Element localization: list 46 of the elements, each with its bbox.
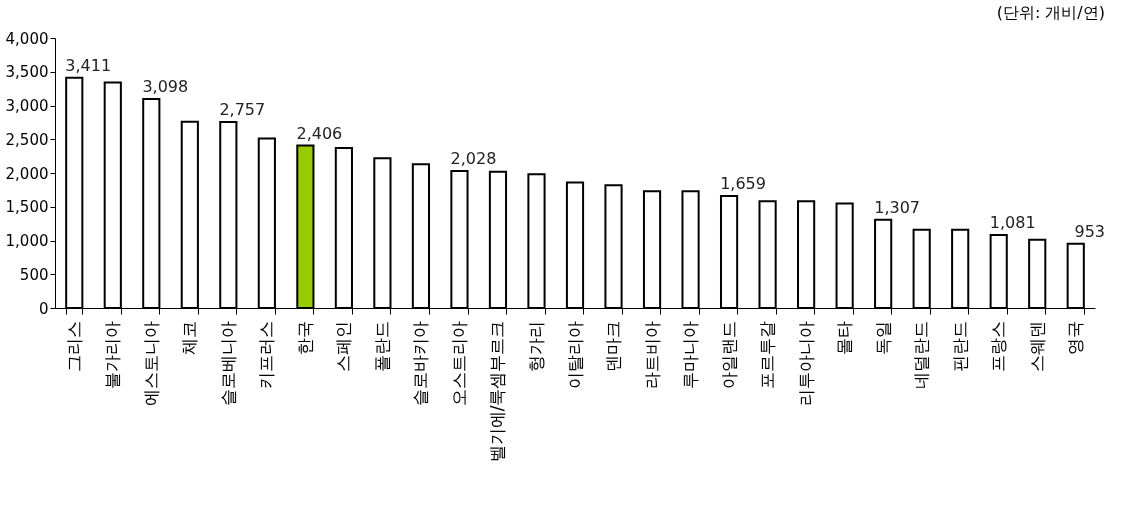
x-tick-label: 에스토니아	[140, 320, 161, 406]
x-tick-label: 불가리아	[102, 320, 123, 389]
x-tick-label: 네덜란드	[911, 320, 932, 389]
text: (단위: 개비/연)	[996, 3, 1106, 22]
y-tick-label: 2,000	[5, 164, 49, 183]
y-tick-label: 2,500	[5, 130, 49, 149]
y-tick-label: 3,500	[5, 63, 49, 82]
x-tick-label: 아일랜드	[718, 320, 739, 389]
x-tick-label: 덴마크	[603, 320, 624, 372]
x-tick-label: 슬로바키아	[410, 320, 431, 406]
x-tick-label: 포르투갈	[757, 320, 778, 389]
x-tick-label: 슬로베니아	[217, 320, 238, 406]
data-label: 2,757	[219, 99, 266, 119]
x-tick-label: 키프러스	[256, 320, 277, 389]
data-label: 3,411	[65, 55, 112, 75]
data-label: 953	[1074, 221, 1106, 241]
x-tick-label: 벨기에/룩셈부르크	[487, 320, 508, 463]
y-tick-label: 3,000	[5, 97, 49, 115]
y-tick-label: 500	[19, 265, 49, 284]
x-tick-label: 리투아니아	[795, 320, 816, 406]
x-tick-label: 그리스	[63, 320, 84, 372]
data-label: 2,406	[296, 123, 343, 143]
y-tick-label: 1,500	[5, 198, 49, 217]
y-tick-label: 1,000	[5, 232, 49, 250]
x-tick-label: 핀란드	[949, 320, 970, 372]
x-tick-label: 프랑스	[988, 320, 1009, 372]
data-label: 1,081	[989, 213, 1036, 233]
data-label: 1,307	[874, 197, 921, 217]
x-tick-label: 오스트리아	[448, 320, 469, 406]
x-tick-label: 라트비아	[641, 320, 662, 389]
x-tick-label: 영국	[1065, 320, 1086, 355]
x-tick-label: 폴란드	[371, 320, 392, 372]
x-tick-label: 독일	[872, 320, 893, 355]
x-tick-label: 스웨덴	[1026, 320, 1047, 372]
x-tick-label: 루마니아	[680, 320, 701, 389]
x-tick-label: 몰타	[834, 320, 855, 355]
data-label: 2,028	[450, 149, 497, 169]
x-tick-label: 스페인	[333, 320, 354, 372]
data-label: 1,659	[720, 174, 766, 194]
x-tick-label: 체코	[179, 320, 200, 355]
x-tick-label: 한국	[294, 320, 315, 355]
x-tick-label: 이탈리아	[564, 320, 585, 389]
y-tick-label: 0	[38, 299, 49, 318]
x-tick-label: 헝가리	[525, 320, 546, 372]
y-tick-label: 4,000	[5, 29, 49, 48]
data-label: 3,098	[142, 76, 189, 96]
